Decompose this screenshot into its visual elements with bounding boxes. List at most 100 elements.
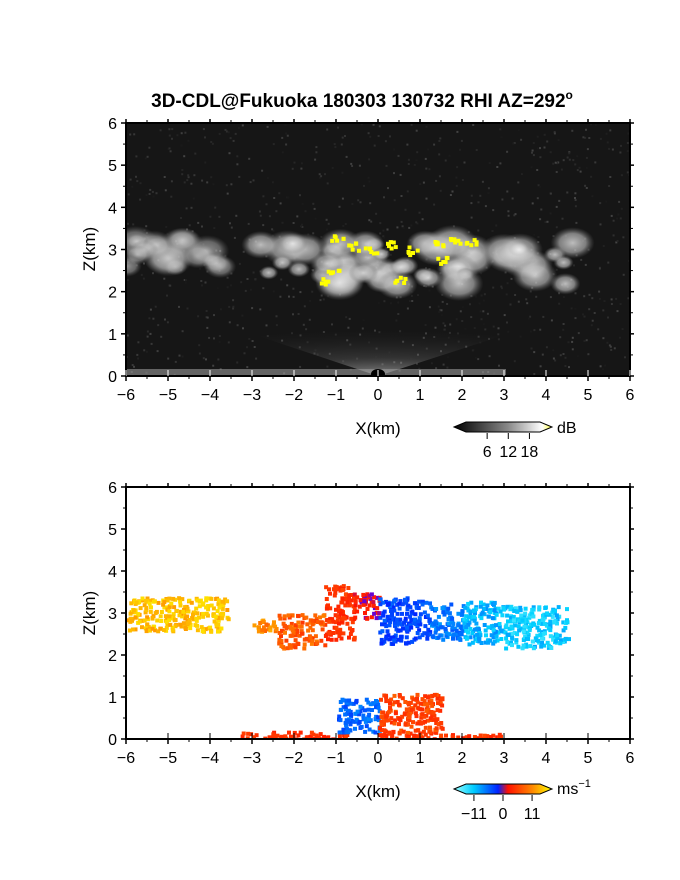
noise-speck — [291, 167, 294, 170]
velocity-pixel — [428, 601, 432, 606]
noise-speck — [415, 221, 418, 224]
cloud-echo — [553, 255, 574, 270]
noise-speck — [146, 335, 149, 338]
velocity-pixel — [489, 633, 494, 638]
noise-speck — [560, 168, 563, 171]
velocity-pixel — [212, 619, 217, 624]
x-tick-label: 6 — [626, 750, 635, 767]
velocity-pixel — [449, 602, 454, 607]
high-reflectivity-point — [443, 260, 448, 265]
noise-speck — [233, 236, 236, 239]
velocity-pixel — [241, 731, 246, 736]
noise-speck — [369, 202, 372, 205]
noise-speck — [415, 159, 418, 162]
velocity-pixel — [409, 707, 414, 712]
noise-speck — [132, 223, 135, 226]
velocity-pixel — [313, 613, 318, 618]
y-tick-label: 2 — [108, 648, 117, 665]
velocity-pixel — [555, 621, 559, 626]
noise-speck — [292, 313, 294, 316]
velocity-pixel — [341, 584, 346, 589]
y-tick-label: 4 — [108, 200, 117, 217]
velocity-pixel — [527, 615, 532, 620]
velocity-pixel — [449, 619, 454, 624]
velocity-pixel — [181, 621, 186, 626]
velocity-pixel — [337, 730, 342, 735]
velocity-pixel — [509, 604, 514, 609]
noise-speck — [201, 179, 204, 182]
noise-speck — [533, 351, 536, 354]
velocity-pixel — [527, 628, 532, 633]
high-reflectivity-point — [393, 245, 398, 250]
velocity-pixel — [416, 606, 421, 610]
velocity-pixel — [358, 709, 363, 714]
velocity-pixel — [558, 641, 563, 646]
velocity-pixel — [397, 601, 402, 606]
noise-speck — [499, 162, 502, 165]
velocity-pixel — [436, 722, 441, 726]
noise-speck — [325, 218, 328, 221]
y-tick-label: 2 — [108, 285, 117, 302]
velocity-pixel — [546, 643, 551, 648]
noise-speck — [302, 323, 305, 326]
velocity-pixel — [408, 614, 413, 619]
velocity-pixel — [474, 627, 479, 632]
velocity-pixel — [286, 613, 291, 618]
velocity-pixel — [426, 736, 431, 739]
velocity-pixel — [334, 637, 339, 642]
velocity-pixel — [343, 603, 348, 608]
velocity-pixel — [416, 619, 421, 624]
velocity-pixel — [380, 715, 385, 720]
noise-speck — [587, 353, 590, 356]
noise-speck — [193, 174, 196, 177]
noise-speck — [383, 196, 385, 199]
noise-speck — [262, 195, 265, 198]
noise-speck — [385, 164, 388, 167]
velocity-pixel — [422, 714, 427, 719]
velocity-pixel — [363, 716, 368, 721]
noise-speck — [472, 124, 475, 126]
velocity-pixel — [557, 614, 562, 619]
y-tick-label: 0 — [108, 369, 117, 386]
velocity-pixel — [423, 725, 428, 730]
high-reflectivity-point — [415, 248, 420, 253]
noise-speck — [337, 126, 339, 129]
noise-speck — [319, 176, 322, 179]
velocity-pixel — [492, 600, 497, 605]
velocity-pixel — [400, 602, 405, 607]
velocity-pixel — [382, 728, 387, 733]
velocity-pixel — [417, 599, 422, 604]
noise-speck — [262, 287, 265, 290]
velocity-pixel — [256, 629, 261, 634]
noise-speck — [309, 299, 312, 302]
noise-speck — [387, 187, 389, 190]
noise-speck — [499, 128, 502, 131]
velocity-pixel — [533, 636, 538, 641]
velocity-pixel — [455, 631, 460, 636]
velocity-pixel — [516, 644, 521, 649]
velocity-pixel — [545, 611, 550, 616]
velocity-pixel — [364, 724, 369, 729]
noise-speck — [451, 190, 454, 193]
colorbar-unit: ms−1 — [557, 778, 591, 798]
noise-speck — [373, 144, 376, 147]
noise-speck — [554, 161, 557, 164]
velocity-pixel — [348, 632, 353, 636]
velocity-pixel — [467, 620, 472, 625]
noise-speck — [279, 295, 282, 298]
velocity-pixel — [140, 625, 144, 630]
noise-speck — [136, 180, 139, 183]
velocity-pixel — [465, 618, 470, 623]
x-tick-label: 3 — [500, 387, 509, 404]
noise-speck — [265, 203, 268, 206]
velocity-pixel — [509, 624, 514, 629]
velocity-pixel — [358, 598, 363, 603]
noise-speck — [553, 132, 556, 135]
noise-speck — [566, 191, 569, 194]
velocity-pixel — [338, 627, 343, 632]
noise-speck — [591, 319, 594, 322]
y-tick-label: 1 — [108, 327, 117, 344]
noise-speck — [435, 179, 438, 182]
velocity-pixel — [538, 633, 543, 638]
velocity-pixel — [361, 602, 366, 607]
